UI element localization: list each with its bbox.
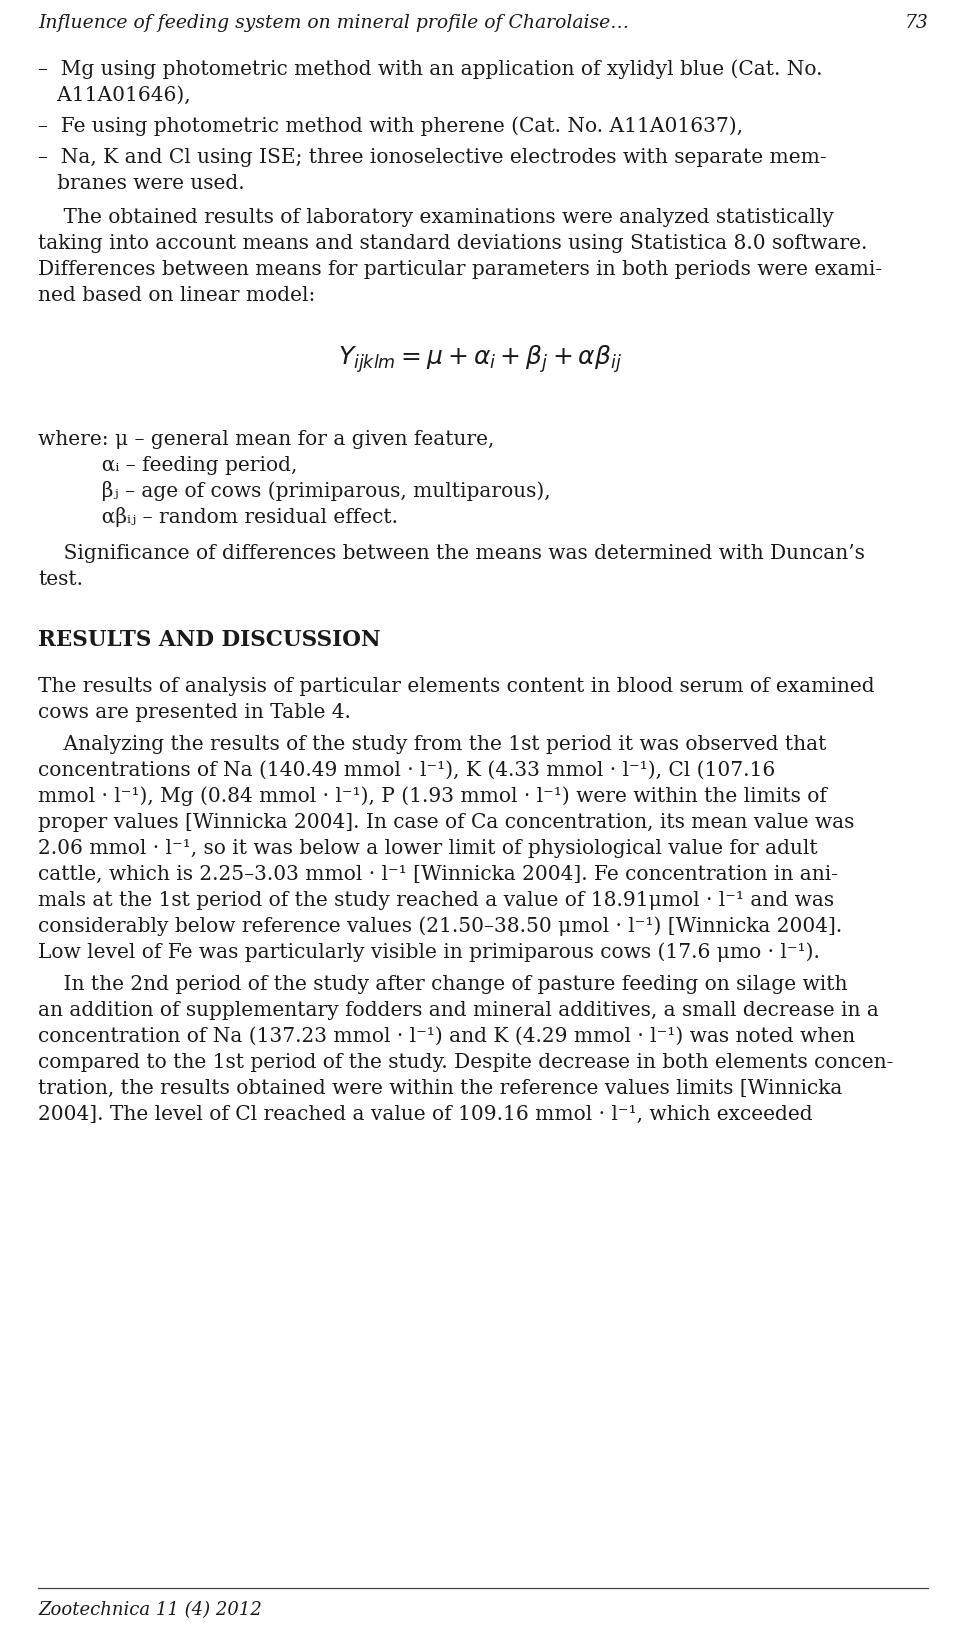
Text: Significance of differences between the means was determined with Duncan’s: Significance of differences between the …	[38, 543, 865, 563]
Text: ned based on linear model:: ned based on linear model:	[38, 286, 316, 305]
Text: βⱼ – age of cows (primiparous, multiparous),: βⱼ – age of cows (primiparous, multiparo…	[38, 481, 551, 500]
Text: 2.06 mmol · l⁻¹, so it was below a lower limit of physiological value for adult: 2.06 mmol · l⁻¹, so it was below a lower…	[38, 839, 818, 858]
Text: tration, the results obtained were within the reference values limits [Winnicka: tration, the results obtained were withi…	[38, 1080, 842, 1098]
Text: The results of analysis of particular elements content in blood serum of examine: The results of analysis of particular el…	[38, 677, 875, 696]
Text: compared to the 1st period of the study. Despite decrease in both elements conce: compared to the 1st period of the study.…	[38, 1053, 894, 1072]
Text: $\mathit{Y}_{ijklm} = \mu + \alpha_i + \beta_j + \alpha\beta_{ij}$: $\mathit{Y}_{ijklm} = \mu + \alpha_i + \…	[338, 344, 622, 375]
Text: branes were used.: branes were used.	[38, 174, 245, 193]
Text: considerably below reference values (21.50–38.50 μmol · l⁻¹) [Winnicka 2004].: considerably below reference values (21.…	[38, 917, 842, 937]
Text: The obtained results of laboratory examinations were analyzed statistically: The obtained results of laboratory exami…	[38, 207, 834, 227]
Text: αᵢ – feeding period,: αᵢ – feeding period,	[38, 456, 298, 476]
Text: –  Na, K and Cl using ISE; three ionoselective electrodes with separate mem-: – Na, K and Cl using ISE; three ionosele…	[38, 148, 827, 166]
Text: mmol · l⁻¹), Mg (0.84 mmol · l⁻¹), P (1.93 mmol · l⁻¹) were within the limits of: mmol · l⁻¹), Mg (0.84 mmol · l⁻¹), P (1.…	[38, 787, 827, 807]
Text: an addition of supplementary fodders and mineral additives, a small decrease in : an addition of supplementary fodders and…	[38, 1001, 878, 1021]
Text: In the 2nd period of the study after change of pasture feeding on silage with: In the 2nd period of the study after cha…	[38, 974, 848, 994]
Text: 2004]. The level of Cl reached a value of 109.16 mmol · l⁻¹, which exceeded: 2004]. The level of Cl reached a value o…	[38, 1104, 812, 1124]
Text: Low level of Fe was particularly visible in primiparous cows (17.6 μmo · l⁻¹).: Low level of Fe was particularly visible…	[38, 943, 820, 961]
Text: concentrations of Na (140.49 mmol · l⁻¹), K (4.33 mmol · l⁻¹), Cl (107.16: concentrations of Na (140.49 mmol · l⁻¹)…	[38, 760, 776, 780]
Text: Influence of feeding system on mineral profile of Charolaise…: Influence of feeding system on mineral p…	[38, 15, 629, 31]
Text: –  Mg using photometric method with an application of xylidyl blue (Cat. No.: – Mg using photometric method with an ap…	[38, 59, 823, 79]
Text: proper values [Winnicka 2004]. In case of Ca concentration, its mean value was: proper values [Winnicka 2004]. In case o…	[38, 813, 854, 831]
Text: 73: 73	[904, 15, 928, 31]
Text: test.: test.	[38, 570, 83, 589]
Text: RESULTS AND DISCUSSION: RESULTS AND DISCUSSION	[38, 629, 380, 652]
Text: αβᵢⱼ – random residual effect.: αβᵢⱼ – random residual effect.	[38, 507, 398, 527]
Text: mals at the 1st period of the study reached a value of 18.91μmol · l⁻¹ and was: mals at the 1st period of the study reac…	[38, 890, 834, 910]
Text: A11A01646),: A11A01646),	[38, 86, 191, 105]
Text: concentration of Na (137.23 mmol · l⁻¹) and K (4.29 mmol · l⁻¹) was noted when: concentration of Na (137.23 mmol · l⁻¹) …	[38, 1027, 855, 1045]
Text: where: μ – general mean for a given feature,: where: μ – general mean for a given feat…	[38, 430, 494, 449]
Text: Differences between means for particular parameters in both periods were exami-: Differences between means for particular…	[38, 260, 882, 280]
Text: Analyzing the results of the study from the 1st period it was observed that: Analyzing the results of the study from …	[38, 736, 827, 754]
Text: cattle, which is 2.25–3.03 mmol · l⁻¹ [Winnicka 2004]. Fe concentration in ani-: cattle, which is 2.25–3.03 mmol · l⁻¹ [W…	[38, 866, 838, 884]
Text: –  Fe using photometric method with pherene (Cat. No. A11A01637),: – Fe using photometric method with phere…	[38, 117, 743, 137]
Text: cows are presented in Table 4.: cows are presented in Table 4.	[38, 703, 350, 723]
Text: taking into account means and standard deviations using Statistica 8.0 software.: taking into account means and standard d…	[38, 234, 868, 253]
Text: Zootechnica 11 (4) 2012: Zootechnica 11 (4) 2012	[38, 1602, 262, 1620]
